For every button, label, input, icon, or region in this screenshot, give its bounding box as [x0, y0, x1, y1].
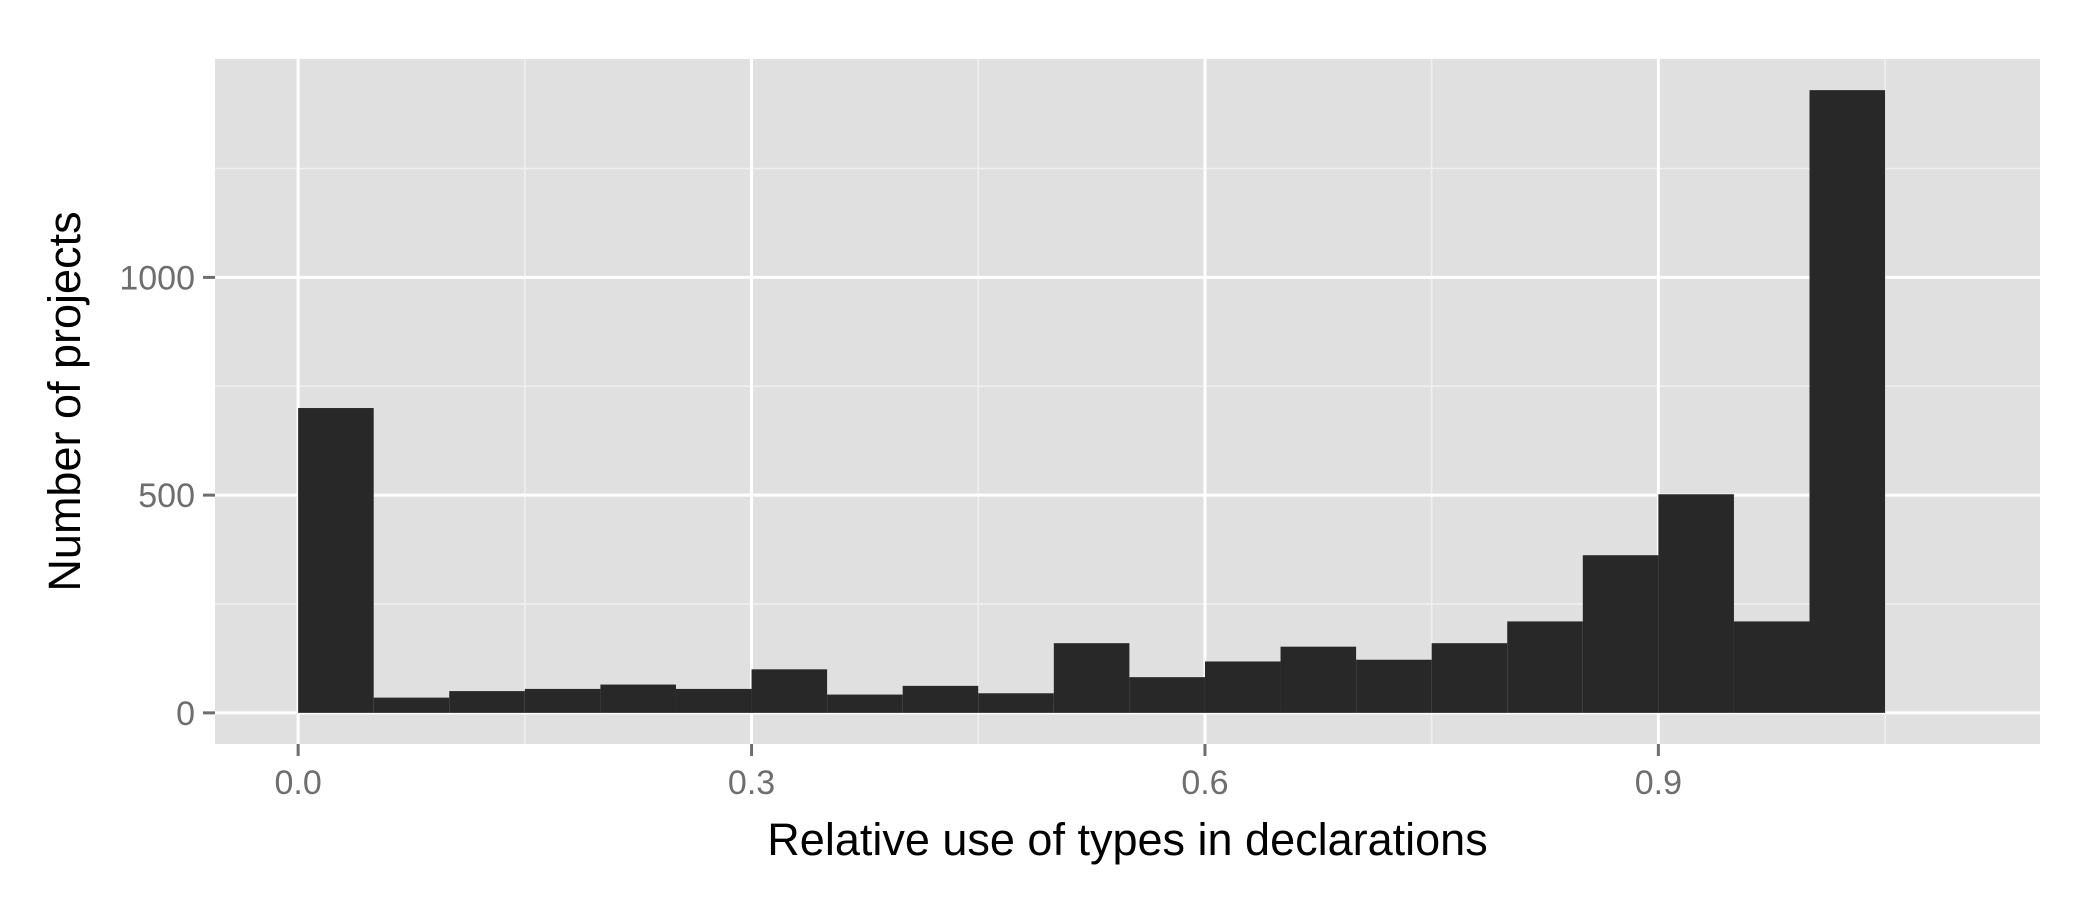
histogram-bar: [1280, 646, 1357, 713]
y-axis-title: Number of projects: [39, 211, 90, 591]
histogram-bar: [751, 669, 828, 713]
histogram-bar: [827, 694, 903, 713]
histogram-bar: [600, 684, 676, 713]
histogram-bar: [1658, 494, 1734, 713]
x-tick-label: 0.3: [728, 764, 775, 802]
histogram-bar: [1356, 659, 1432, 713]
histogram-bar: [1129, 677, 1205, 713]
y-tick-label: 500: [138, 477, 195, 515]
histogram-bar: [978, 693, 1054, 713]
histogram-bar: [675, 688, 752, 713]
histogram-bar: [1431, 643, 1508, 713]
x-tick-label: 0.9: [1635, 764, 1682, 802]
y-tick-label: 1000: [119, 259, 195, 297]
histogram-bar: [524, 688, 601, 713]
x-axis: 0.0 0.3 0.6 0.9: [274, 744, 1682, 802]
x-axis-title: Relative use of types in declarations: [767, 814, 1487, 865]
y-axis: 0 500 1000: [119, 259, 215, 733]
histogram-bar: [1053, 643, 1130, 713]
histogram-bar: [298, 408, 374, 713]
histogram-bar: [1582, 555, 1659, 713]
histogram-bar: [902, 685, 979, 713]
histogram-bar: [1204, 661, 1281, 713]
y-tick-label: 0: [176, 695, 195, 733]
histogram-bar: [373, 697, 450, 713]
histogram-bar: [1809, 90, 1886, 713]
x-tick-label: 0.6: [1181, 764, 1228, 802]
histogram-bars: [298, 90, 1886, 713]
histogram-bar: [1507, 621, 1583, 713]
x-tick-label: 0.0: [274, 764, 321, 802]
histogram-bar: [1733, 621, 1810, 713]
histogram-bar: [449, 691, 525, 713]
